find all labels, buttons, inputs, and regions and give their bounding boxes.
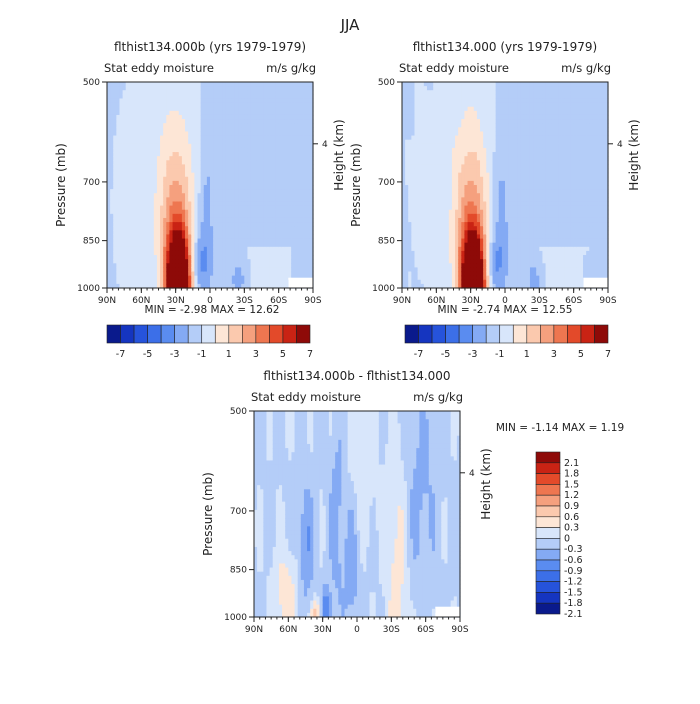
colorbar-label: 7 [307,349,313,360]
colorbar-swatch [188,325,202,343]
colorbar: -7 -5 -3 -1 1 3 5 7 [107,325,313,360]
panel-2: flthist134.000 (yrs 1979-1979) Stat eddy … [349,40,641,360]
colorbar-swatch [215,325,229,343]
panel-units: m/s g/kg [561,61,611,75]
panel-title: flthist134.000 (yrs 1979-1979) [413,40,597,54]
stats-label: MIN = -2.98 MAX = 12.62 [145,304,280,316]
contour-field [107,82,314,289]
x-tick-label: 90N [98,296,116,306]
colorbar-label: -3 [170,349,179,360]
panel-1: flthist134.000b (yrs 1979-1979) Stat eddy… [54,40,346,360]
y-tick-label: 500 [83,78,100,88]
colorbar-label: 5 [280,349,286,360]
colorbar-label: -7 [116,349,125,360]
colorbar-swatch [148,325,162,343]
colorbar-swatch [269,325,283,343]
colorbar-swatch [134,325,148,343]
colorbar-swatch [229,325,243,343]
colorbar-swatch [283,325,297,343]
colorbar-swatch [202,325,216,343]
surface-mask [288,278,313,288]
colorbar-swatch [175,325,189,343]
y-tick-label: 1000 [77,284,100,294]
colorbar-label: 1 [226,349,232,360]
colorbar-swatch [256,325,270,343]
colorbar-label: -5 [143,349,152,360]
right-tick-label: 4 [322,140,328,150]
colorbar-swatch [107,325,121,343]
colorbar-label: 3 [253,349,259,360]
colorbar-swatch [121,325,135,343]
panel-subtitle: Stat eddy moisture [104,61,214,75]
figure-title: JJA [340,16,361,34]
panel-units: m/s g/kg [266,61,316,75]
y-axis-label: Pressure (mb) [54,143,68,227]
colorbar-swatch [296,325,310,343]
y-tick-label: 700 [83,178,100,188]
y-tick-label: 850 [83,237,100,247]
x-tick-label: 90S [304,296,321,306]
panel-subtitle: Stat eddy moisture [399,61,509,75]
colorbar-swatch [242,325,256,343]
colorbar-label: -1 [197,349,206,360]
contour-field [402,82,609,289]
panel-title: flthist134.000b (yrs 1979-1979) [114,40,306,54]
colorbar-swatch [161,325,175,343]
right-axis-label: Height (km) [332,119,346,190]
